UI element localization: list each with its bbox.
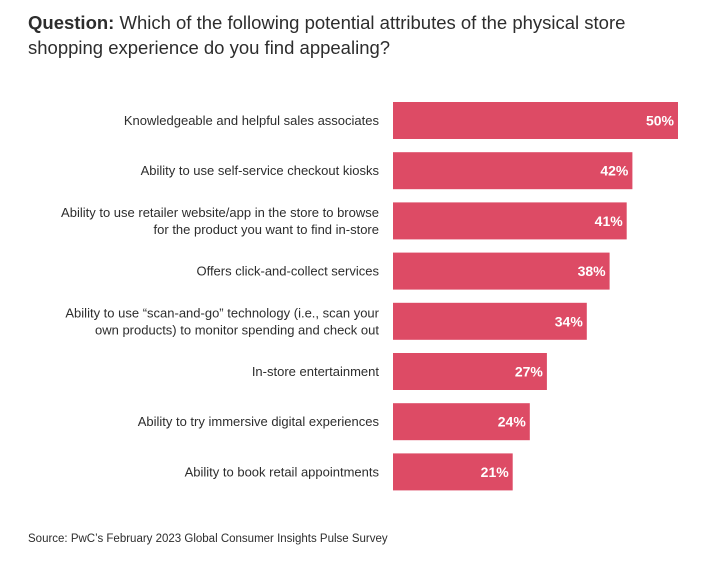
bar-value-label-3: 41%	[595, 213, 624, 229]
bar-value-label-4: 38%	[578, 263, 607, 279]
bar-8	[393, 453, 513, 491]
question-label: Question:	[28, 12, 115, 33]
bar-value-label-8: 21%	[481, 464, 510, 480]
bar-value-label-2: 42%	[600, 163, 629, 179]
bar-value-label-5: 34%	[555, 313, 584, 329]
category-label-6: In-store entertainment	[252, 364, 380, 379]
source-note: Source: PwC’s February 2023 Global Consu…	[28, 533, 388, 545]
category-label-7: Ability to try immersive digital experie…	[138, 414, 380, 429]
category-label-8: Ability to book retail appointments	[185, 464, 380, 479]
bar-2	[393, 152, 633, 190]
question-text: Question: Which of the following potenti…	[28, 10, 688, 60]
bar-chart: 50% Knowledgeable and helpful sales assoc…	[61, 102, 678, 491]
bar-6	[393, 353, 547, 390]
bar-3	[393, 202, 627, 240]
category-label-4: Offers click-and-collect services	[196, 264, 379, 279]
category-label-1: Knowledgeable and helpful sales associat…	[124, 113, 380, 128]
category-label-5: Ability to use “scan-and-go” technology …	[65, 305, 379, 337]
bar-4	[393, 252, 610, 290]
category-label-2: Ability to use self-service checkout kio…	[141, 163, 380, 178]
bar-value-label-1: 50%	[646, 113, 675, 129]
bar-5	[393, 302, 587, 340]
bar-1	[393, 102, 678, 139]
bar-value-label-6: 27%	[515, 364, 544, 380]
bar-value-label-7: 24%	[498, 414, 527, 430]
bar-7	[393, 403, 530, 441]
category-label-3: Ability to use retailer website/app in t…	[61, 205, 379, 237]
question-body: Which of the following potential attribu…	[28, 12, 626, 58]
